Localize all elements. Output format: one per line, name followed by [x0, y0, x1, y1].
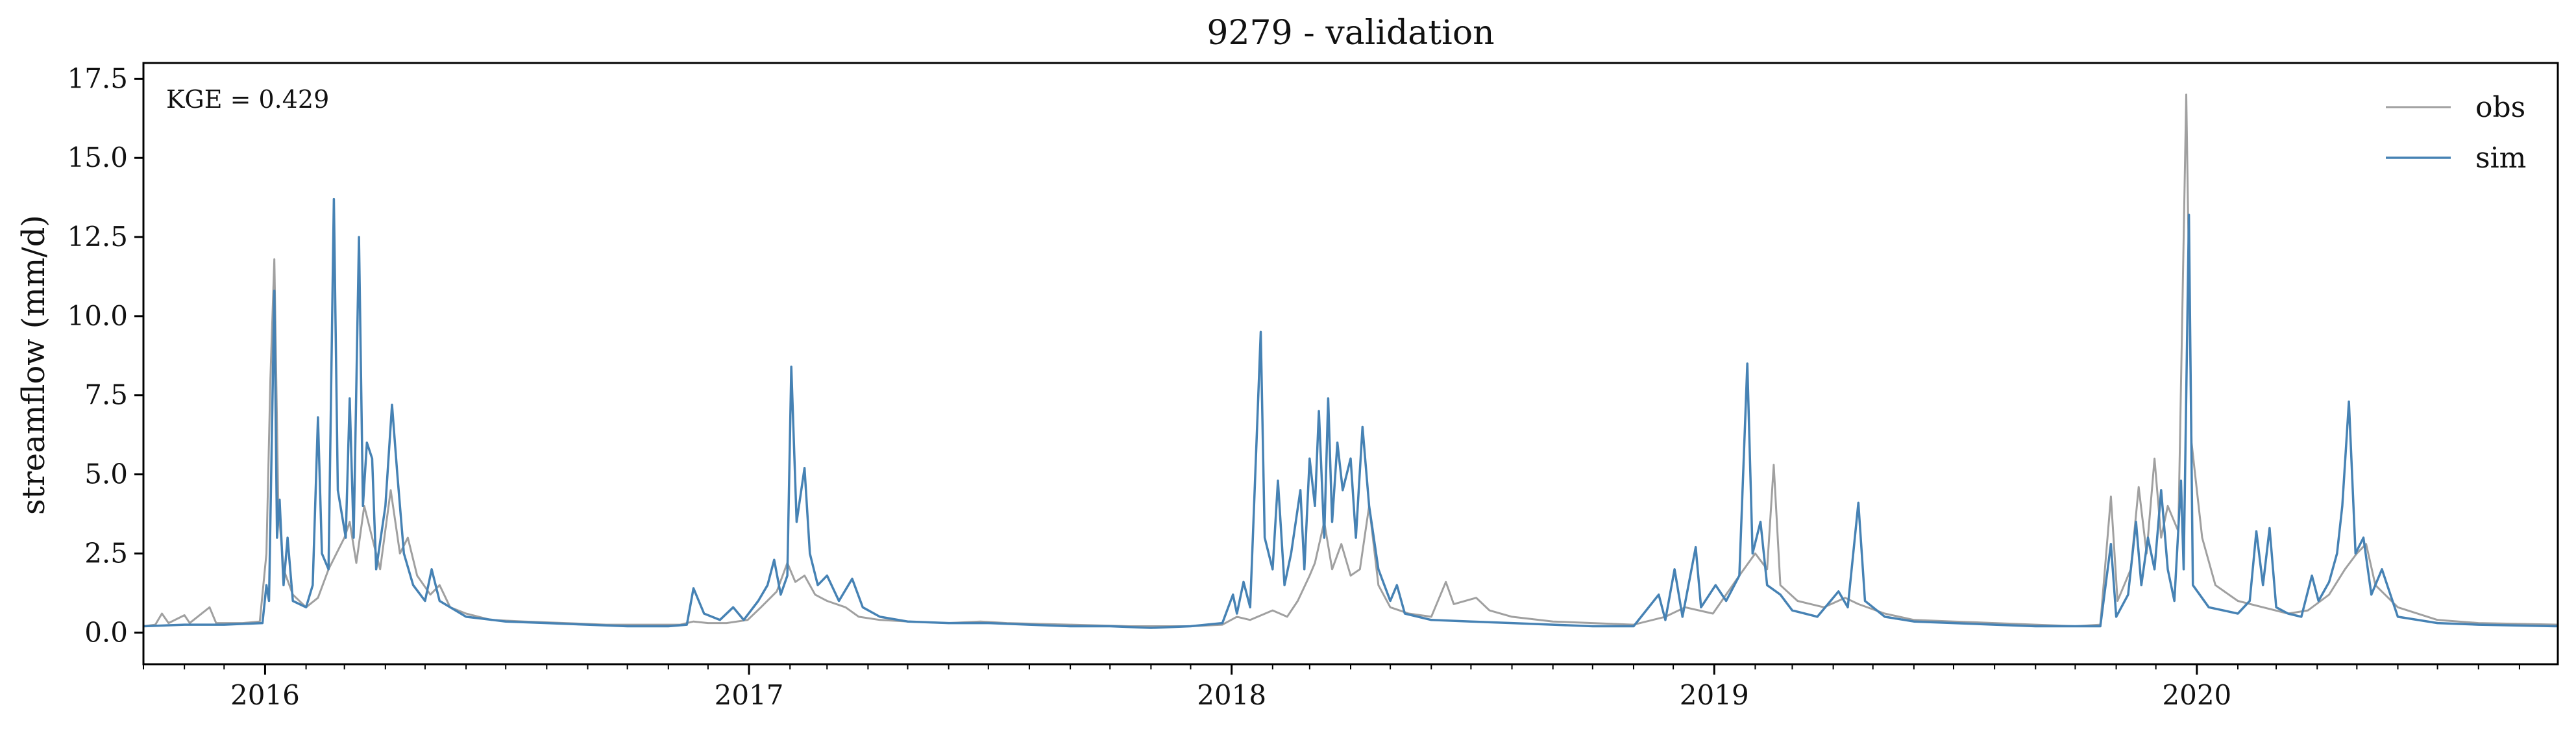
x-tick-label-4: 2020 — [2162, 679, 2231, 711]
x-tick-label-2: 2018 — [1197, 679, 1266, 711]
y-tick-label-2: 5.0 — [84, 458, 128, 490]
x-tick-label-1: 2017 — [715, 679, 784, 711]
y-tick-label-5: 12.5 — [67, 221, 128, 253]
y-tick-label-6: 15.0 — [67, 142, 128, 173]
legend-label-sim: sim — [2475, 142, 2526, 175]
y-tick-label-0: 0.0 — [84, 616, 128, 648]
series-line-obs — [143, 93, 2558, 627]
plot-area — [143, 93, 2558, 629]
legend: obs sim — [2386, 91, 2526, 175]
chart-title: 9279 - validation — [1207, 14, 1494, 53]
x-tick-label-3: 2019 — [1680, 679, 1749, 711]
y-tick-label-4: 10.0 — [67, 300, 128, 332]
x-axis: 2016 2017 2018 2019 2020 — [143, 664, 2520, 711]
y-tick-label-1: 2.5 — [84, 537, 128, 569]
x-tick-label-0: 2016 — [230, 679, 300, 711]
kge-annotation: KGE = 0.429 — [166, 85, 329, 114]
y-axis: 0.0 2.5 5.0 7.5 10.0 12.5 15.0 17.5 — [67, 62, 143, 648]
y-tick-label-3: 7.5 — [84, 379, 128, 411]
y-tick-label-7: 17.5 — [67, 62, 128, 94]
series-line-sim — [143, 197, 2558, 629]
legend-label-obs: obs — [2475, 91, 2525, 124]
y-axis-label: streamflow (mm/d) — [16, 215, 52, 515]
